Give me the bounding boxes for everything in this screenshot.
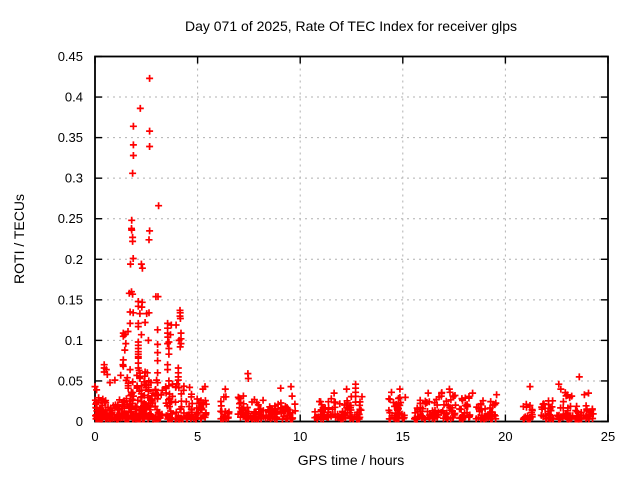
chart-title: Day 071 of 2025, Rate Of TEC Index for r… [185,18,517,34]
svg-text:0: 0 [76,414,83,429]
svg-text:0.05: 0.05 [58,373,83,388]
x-axis-label: GPS time / hours [298,452,405,468]
x-tick-labels: 0 5 10 15 20 25 [91,429,615,444]
plot-border [94,55,609,423]
svg-text:10: 10 [293,429,307,444]
y-axis-label: ROTI / TECUs [11,194,27,284]
svg-text:0.15: 0.15 [58,292,83,307]
data-points [91,74,597,423]
axis-ticks [94,55,609,423]
svg-text:20: 20 [498,429,512,444]
svg-text:0.3: 0.3 [65,171,83,186]
svg-text:0.2: 0.2 [65,252,83,267]
svg-text:15: 15 [396,429,410,444]
y-tick-labels: 0 0.05 0.1 0.15 0.2 0.25 0.3 0.35 0.4 0.45 [58,49,83,429]
svg-text:0: 0 [91,429,98,444]
svg-text:5: 5 [194,429,201,444]
gridlines [95,56,608,422]
svg-text:0.4: 0.4 [65,90,83,105]
svg-text:0.1: 0.1 [65,333,83,348]
svg-text:0.45: 0.45 [58,49,83,64]
svg-text:0.35: 0.35 [58,130,83,145]
svg-text:0.25: 0.25 [58,211,83,226]
svg-text:25: 25 [601,429,615,444]
